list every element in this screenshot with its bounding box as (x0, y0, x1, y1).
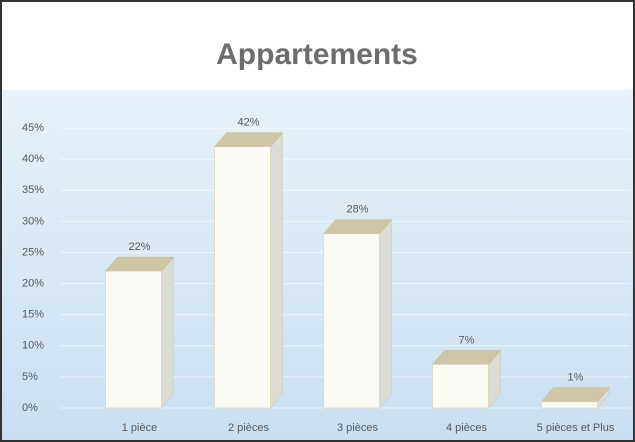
x-tick-label: 1 pièce (122, 422, 157, 434)
y-tick-label: 5% (22, 371, 38, 383)
bar-top (431, 350, 502, 365)
value-label: 7% (459, 334, 475, 346)
chart-title: Appartements (216, 38, 418, 71)
bar (323, 233, 380, 409)
x-tick-label: 3 pièces (337, 422, 378, 434)
y-tick-label: 45% (22, 122, 44, 134)
bar (214, 146, 271, 409)
value-label: 1% (568, 372, 584, 384)
value-label: 22% (128, 241, 150, 253)
y-tick-label: 25% (22, 246, 44, 258)
bar-side (270, 132, 283, 409)
bar (105, 270, 162, 409)
bar-top (213, 132, 284, 148)
y-tick-label: 20% (22, 278, 44, 290)
x-tick-label: 5 pièces et Plus (537, 422, 615, 434)
bar (432, 364, 489, 409)
bar-top (322, 219, 393, 235)
value-label: 42% (237, 117, 259, 129)
y-tick-label: 40% (22, 153, 44, 165)
x-tick-label: 4 pièces (446, 422, 487, 434)
value-label: 28% (346, 204, 368, 216)
bar-top (104, 256, 175, 272)
bar-top (540, 387, 611, 403)
bar-side (379, 219, 392, 409)
bar (541, 401, 598, 409)
y-tick-label: 0% (22, 402, 38, 414)
plot-area (2, 90, 633, 440)
x-tick-label: 2 pièces (228, 422, 269, 434)
y-tick-label: 15% (22, 309, 44, 321)
y-tick-label: 10% (22, 340, 44, 352)
y-tick-label: 35% (22, 184, 44, 196)
bar-side (161, 256, 174, 409)
y-tick-label: 30% (22, 215, 44, 227)
